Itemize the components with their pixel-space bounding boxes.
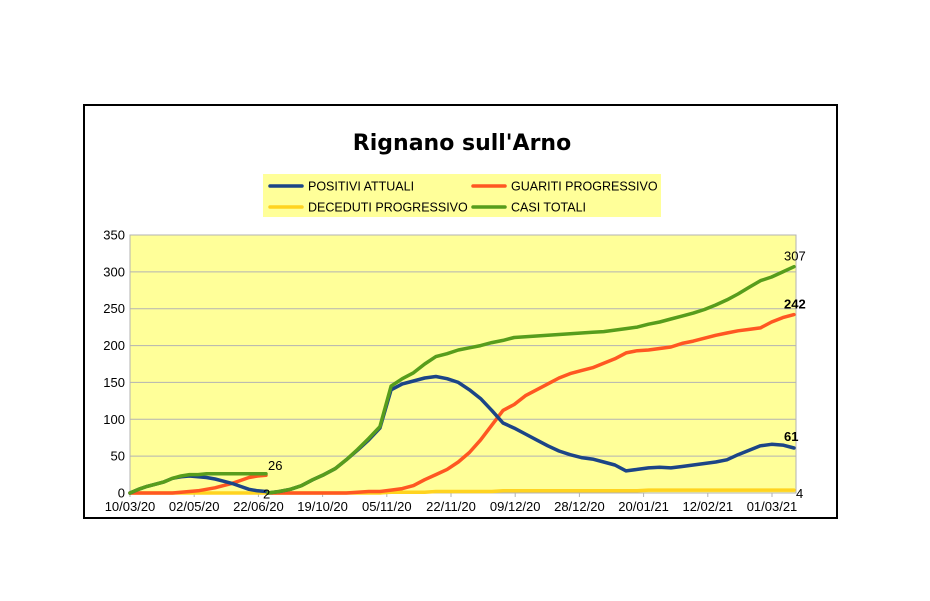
legend-label-positivi-attuali: POSITIVI ATTUALI [308, 180, 414, 194]
series-line-casi-totali-seg2 [266, 264, 796, 495]
x-tick-label-3: 19/10/20 [297, 499, 348, 514]
x-tick-label-6: 09/12/20 [490, 499, 541, 514]
series-line-guariti-progressivo-seg2 [266, 312, 796, 495]
chart-title: Rignano sull'Arno [353, 131, 571, 156]
data-label-3: 242 [784, 297, 806, 312]
plot-area: 0 50 100 150 200 250 300 350 10/03/20 02/05/20 22/… [103, 228, 805, 515]
x-tick-label-1: 02/05/20 [169, 499, 220, 514]
x-tick-label-4: 05/11/20 [362, 499, 412, 514]
y-tick-label-100: 100 [103, 412, 125, 427]
y-tick-label-0: 0 [118, 486, 125, 501]
y-tick-label-300: 300 [103, 264, 125, 279]
legend-background [263, 174, 661, 217]
data-label-4: 61 [784, 429, 798, 444]
legend-label-deceduti-progressivo: DECEDUTI PROGRESSIVO [308, 201, 468, 215]
x-tick-label-10: 01/03/21 [747, 499, 798, 514]
data-label-2: 307 [784, 249, 806, 264]
series-line-casi-totali-seg1 [128, 472, 268, 495]
x-tick-label-7: 28/12/20 [554, 499, 605, 514]
x-tick-label-8: 20/01/21 [618, 499, 669, 514]
legend-label-casi-totali: CASI TOTALI [511, 201, 586, 215]
plot-background [130, 235, 796, 493]
x-tick-label-5: 22/11/20 [426, 499, 476, 514]
x-tick-label-0: 10/03/20 [105, 499, 156, 514]
y-tick-label-50: 50 [111, 449, 125, 464]
series-line-guariti-progressivo-seg1 [128, 473, 268, 495]
x-tick-label-9: 12/02/21 [682, 499, 733, 514]
y-tick-label-200: 200 [103, 338, 125, 353]
data-label-5: 4 [796, 486, 803, 501]
y-tick-label-150: 150 [103, 375, 125, 390]
legend: POSITIVI ATTUALI GUARITI PROGRESSIVO DECED… [263, 174, 661, 217]
y-tick-label-350: 350 [103, 228, 125, 243]
x-tick-label-2: 22/06/20 [233, 499, 284, 514]
data-label-1: 2 [263, 487, 270, 502]
data-label-0: 26 [268, 458, 282, 473]
legend-label-guariti-progressivo: GUARITI PROGRESSIVO [511, 180, 658, 194]
y-tick-label-250: 250 [103, 301, 125, 316]
